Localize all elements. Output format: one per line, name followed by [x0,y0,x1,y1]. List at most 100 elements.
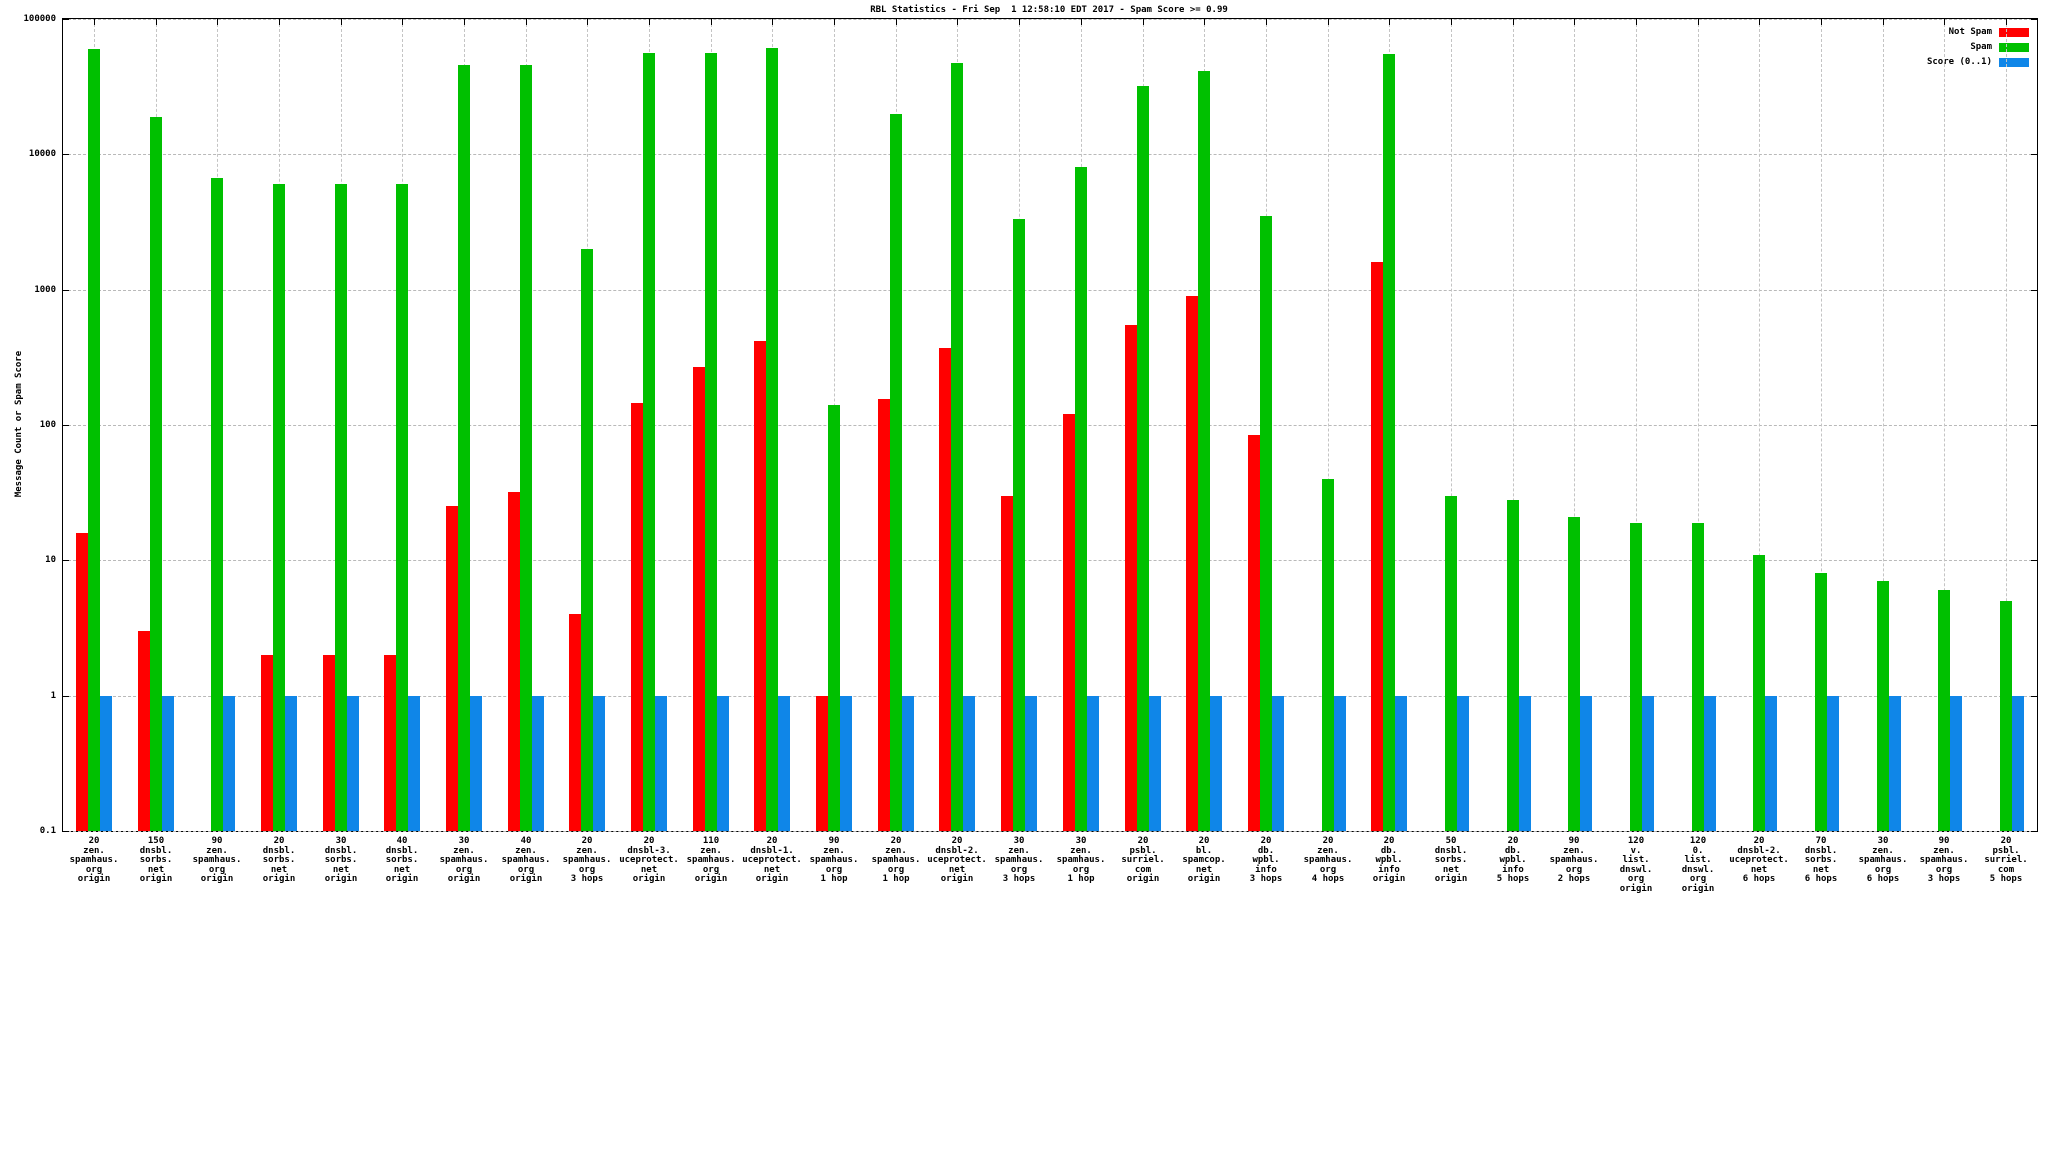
x-gridline [1759,19,1760,831]
x-tick-label-line: 20 [1322,836,1334,846]
x-tick-label-line: 90 [828,836,840,846]
x-tick-label-line: spamhaus. [686,855,736,865]
bar-score [963,696,975,831]
x-tick-label-line: list. [1622,855,1650,865]
y-gridline [63,290,2037,291]
bar-not-spam [1125,325,1137,831]
x-tick-label-line: 20 [1753,836,1765,846]
x-tick-label: 90 zen. spamhaus. org 2 hops [1543,836,1605,885]
x-tick-mark [1143,19,1144,25]
bar-spam [643,53,655,831]
x-tick-label-line: origin [1187,874,1221,884]
bar-not-spam [323,655,335,831]
x-tick-label-line: zen. [576,845,598,856]
x-tick-label-line: dnsbl-3. [627,845,671,856]
x-tick-label-line: zen. [1563,845,1585,856]
y-tick-label: 100000 [23,14,56,24]
bar-not-spam [1063,414,1075,831]
bar-score [1704,696,1716,831]
x-tick-label-line: spamhaus. [994,855,1044,865]
bar-spam [1692,523,1704,831]
x-tick-label-line: list. [1684,855,1712,865]
x-tick-label: 20 db. wpbl. info 5 hops [1482,836,1544,885]
x-tick-label-line: 30 [1013,836,1025,846]
x-tick-mark [1821,19,1822,25]
x-tick-mark [1944,19,1945,25]
x-tick-mark [1019,19,1020,25]
x-tick-label-line: sorbs. [324,855,358,865]
x-tick-label-line: info [1378,864,1400,875]
x-tick-label-line: org [1627,874,1645,884]
bar-spam [396,184,408,831]
x-tick-label-line: dnsbl-2. [935,845,979,856]
x-tick-label-line: zen. [515,845,537,856]
bar-score [593,696,605,831]
bar-not-spam [569,614,581,831]
bar-score [100,696,112,831]
x-tick-mark [217,19,218,25]
x-gridline [1451,19,1452,831]
x-tick-label: 20 bl. spamcop. net origin [1173,836,1235,885]
bar-spam [890,114,902,831]
x-tick-label-line: origin [324,874,358,884]
x-tick-label-line: 5 hops [1989,874,2023,884]
x-tick-label-line: spamhaus. [562,855,612,865]
bar-not-spam [138,631,150,831]
x-tick-label-line: 20 [1260,836,1272,846]
x-tick-label: 70 dnsbl. sorbs. net 6 hops [1790,836,1852,885]
x-tick-label-line: origin [694,874,728,884]
x-tick-label-line: dnsbl-2. [1737,845,1781,856]
x-tick-label: 20 dnsbl-1. uceprotect. net origin [741,836,803,885]
x-tick-label-line: zen. [83,845,105,856]
y-tick-mark [2031,290,2037,291]
y-gridline [63,560,2037,561]
x-tick-label-line: 20 [581,836,593,846]
bar-not-spam [384,655,396,831]
bar-not-spam [508,492,520,831]
bar-score [2012,696,2024,831]
x-tick-mark [834,19,835,25]
x-tick-mark [1081,19,1082,25]
x-tick-label-line: zen. [700,845,722,856]
x-tick-label-line: 20 [88,836,100,846]
x-tick-label-line: 30 [458,836,470,846]
y-tick-label: 1 [50,691,56,701]
x-tick-mark [1204,19,1205,25]
x-tick-label-line: bl. [1195,845,1213,856]
bar-spam [828,405,840,831]
x-tick-label-line: 6 hops [1866,874,1900,884]
x-tick-mark [526,19,527,25]
x-tick-label-line: origin [1126,874,1160,884]
x-gridline [1944,19,1945,831]
bar-score [1334,696,1346,831]
x-tick-label-line: 90 [1938,836,1950,846]
x-tick-label: 20 dnsbl-2. uceprotect. net origin [926,836,988,885]
bar-spam [2000,601,2012,831]
bar-score [717,696,729,831]
x-tick-label-line: uceprotect. [1729,855,1789,865]
x-tick-label: 20 zen. spamhaus. org 3 hops [556,836,618,885]
x-tick-label-line: 6 hops [1742,874,1776,884]
x-tick-mark [1883,19,1884,25]
x-tick-label: 120 v. list. dnswl. org origin [1605,836,1667,894]
y-tick-mark [63,425,69,426]
x-tick-label-line: dnsbl. [324,845,358,856]
x-tick-label-line: origin [77,874,111,884]
x-tick-label: 110 zen. spamhaus. org origin [680,836,742,885]
x-tick-label: 30 zen. spamhaus. org 3 hops [988,836,1050,885]
bar-score [347,696,359,831]
bar-spam [951,63,963,831]
x-tick-label-line: 5 hops [1496,874,1530,884]
x-tick-label-line: org [208,864,226,875]
x-tick-label-line: dnsbl. [262,845,296,856]
bar-spam [1383,54,1395,831]
x-tick-label-line: origin [632,874,666,884]
x-tick-label-line: com [1997,864,2015,875]
x-tick-label-line: net [332,864,350,875]
x-tick-label-line: org [455,864,473,875]
x-tick-label-line: net [270,864,288,875]
bar-score [902,696,914,831]
x-tick-label-line: 0. [1692,845,1704,856]
x-tick-label: 20 zen. spamhaus. org 4 hops [1297,836,1359,885]
x-tick-label-line: 2 hops [1557,874,1591,884]
